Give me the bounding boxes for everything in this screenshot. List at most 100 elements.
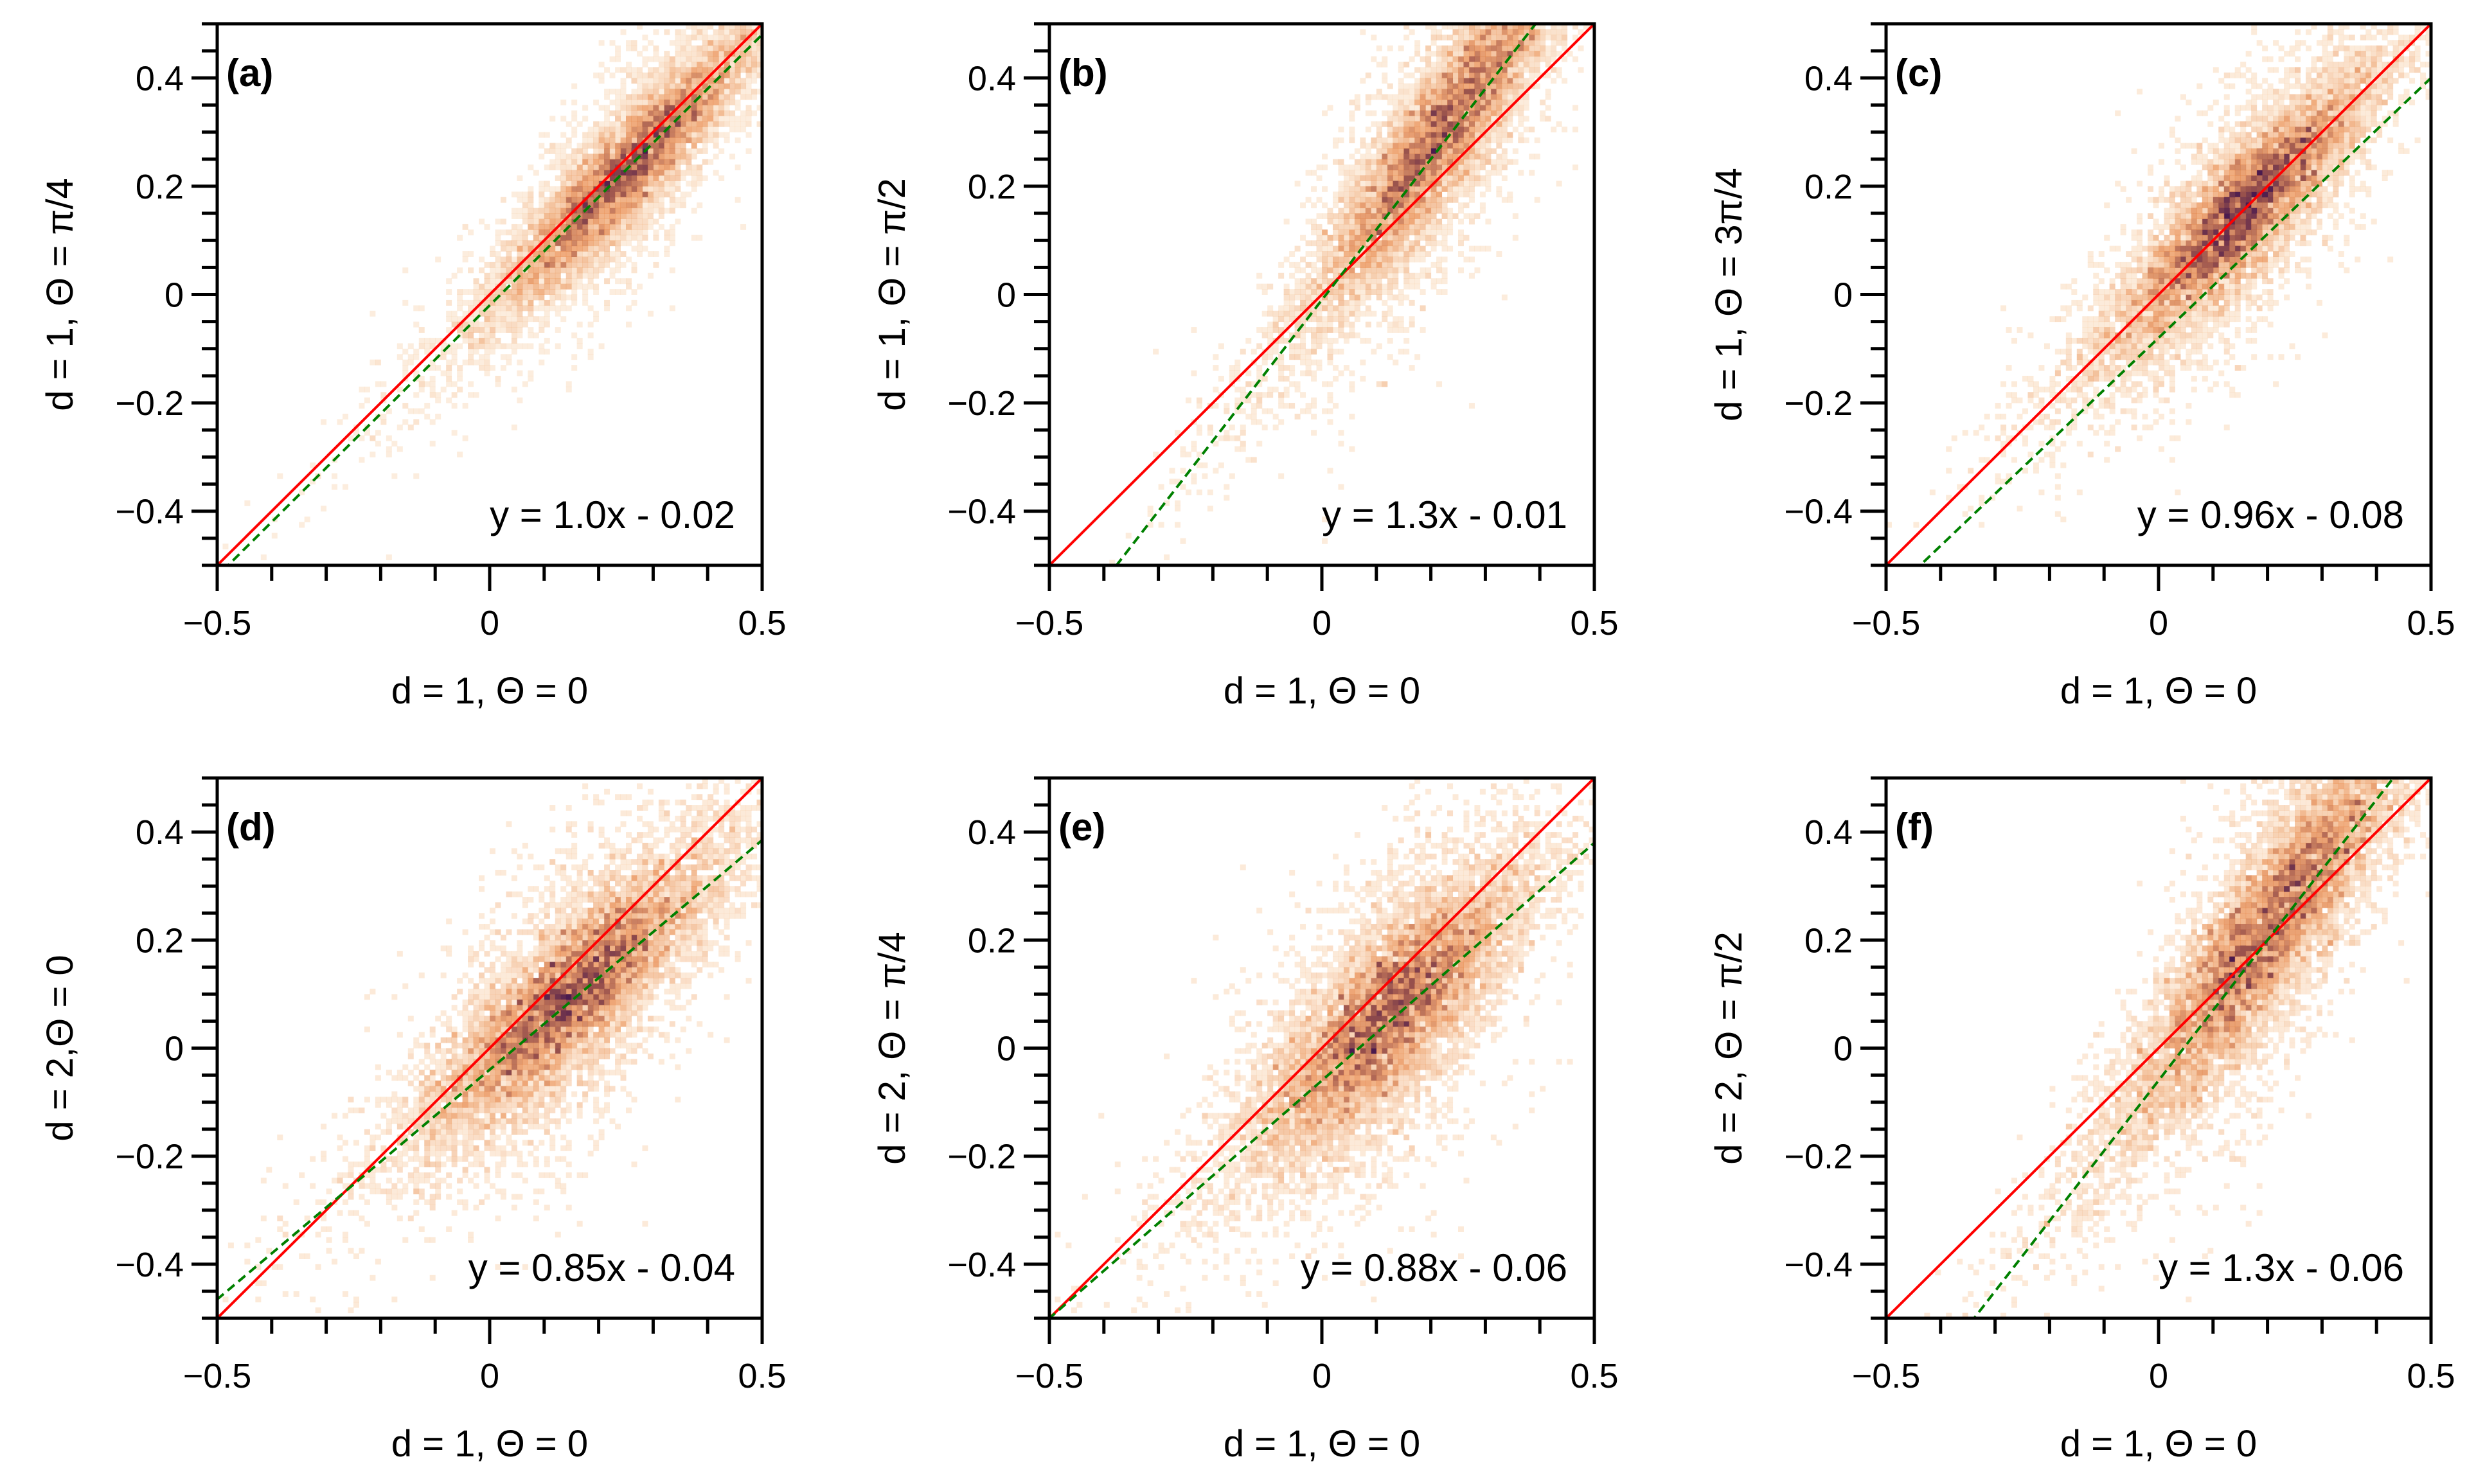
heatmap-cell xyxy=(2115,386,2121,393)
heatmap-cell xyxy=(636,94,643,100)
heatmap-cell xyxy=(1332,272,1339,279)
heatmap-cell xyxy=(1322,186,1328,192)
heatmap-cell xyxy=(1409,251,1415,257)
heatmap-cell xyxy=(490,348,495,355)
heatmap-cell xyxy=(2344,164,2350,171)
heatmap-cell xyxy=(735,197,741,203)
heatmap-cell xyxy=(2245,170,2252,176)
heatmap-cell xyxy=(2213,213,2219,219)
heatmap-cell xyxy=(636,137,643,143)
heatmap-cell xyxy=(1572,164,1579,171)
heatmap-cell xyxy=(2115,348,2121,355)
heatmap-cell xyxy=(1387,100,1393,105)
heatmap-cell xyxy=(1463,100,1470,105)
heatmap-cell xyxy=(1365,272,1371,279)
heatmap-cell xyxy=(740,45,747,51)
heatmap-cell xyxy=(2142,327,2148,333)
heatmap-cell xyxy=(680,110,686,116)
heatmap-cell xyxy=(555,294,561,301)
heatmap-cell xyxy=(2164,278,2170,285)
heatmap-cell xyxy=(2196,224,2203,230)
heatmap-cell xyxy=(2175,354,2181,360)
heatmap-cell xyxy=(1349,310,1355,317)
heatmap-cell xyxy=(718,72,725,78)
heatmap-cell xyxy=(2202,256,2208,263)
heatmap-cell xyxy=(636,234,643,241)
heatmap-cell xyxy=(2295,218,2301,225)
heatmap-cell xyxy=(2207,272,2214,279)
heatmap-cell xyxy=(2218,218,2225,225)
heatmap-cell xyxy=(413,408,420,414)
heatmap-cell xyxy=(1349,413,1355,420)
heatmap-cell xyxy=(402,267,409,274)
heatmap-cell xyxy=(2175,261,2181,268)
heatmap-cell xyxy=(2131,397,2137,403)
heatmap-cell xyxy=(2289,170,2295,176)
heatmap-cell xyxy=(1578,45,1584,51)
heatmap-cell xyxy=(1512,110,1519,116)
heatmap-cell xyxy=(1463,256,1470,263)
heatmap-cell xyxy=(1196,430,1202,436)
heatmap-cell xyxy=(1311,278,1317,285)
heatmap-cell xyxy=(647,116,654,122)
heatmap-cell xyxy=(1322,299,1328,306)
heatmap-cell xyxy=(2262,78,2268,84)
heatmap-cell xyxy=(479,283,485,290)
heatmap-cell xyxy=(2223,229,2230,236)
heatmap-cell xyxy=(653,229,659,236)
heatmap-cell xyxy=(2234,251,2241,257)
heatmap-cell xyxy=(2240,170,2247,176)
heatmap-cell xyxy=(484,348,490,355)
heatmap-cell xyxy=(1283,310,1290,317)
heatmap-cell xyxy=(1551,34,1557,40)
heatmap-cell xyxy=(2333,51,2339,57)
heatmap-cell xyxy=(1158,484,1164,490)
x-tick-label: −0.5 xyxy=(183,604,252,642)
heatmap-cell xyxy=(751,78,758,84)
heatmap-cell xyxy=(598,132,605,138)
heatmap-cell xyxy=(1474,181,1481,187)
heatmap-cell xyxy=(2109,343,2115,349)
heatmap-cell xyxy=(1371,289,1377,295)
heatmap-cell xyxy=(2164,245,2170,252)
heatmap-cell xyxy=(735,51,741,57)
heatmap-cell xyxy=(702,105,708,111)
heatmap-cell xyxy=(1322,408,1328,414)
heatmap-cell xyxy=(533,208,539,214)
heatmap-cell xyxy=(1332,234,1339,241)
heatmap-cell xyxy=(691,154,697,160)
heatmap-cell xyxy=(1371,186,1377,192)
heatmap-cell xyxy=(517,208,523,214)
heatmap-cell xyxy=(539,208,545,214)
heatmap-cell xyxy=(566,202,572,209)
heatmap-cell xyxy=(691,110,697,116)
heatmap-cell xyxy=(1430,186,1437,192)
heatmap-cell xyxy=(407,359,414,366)
heatmap-cell xyxy=(1414,105,1421,111)
heatmap-cell xyxy=(620,278,627,285)
heatmap-cell xyxy=(669,62,675,67)
heatmap-cell xyxy=(1436,143,1443,149)
heatmap-cell xyxy=(642,181,648,187)
heatmap-cell xyxy=(555,218,561,225)
heatmap-cell xyxy=(1512,34,1519,40)
heatmap-cell xyxy=(1403,229,1410,236)
heatmap-cell xyxy=(1452,191,1459,198)
heatmap-cell xyxy=(740,51,747,57)
heatmap-cell xyxy=(598,251,605,257)
heatmap-cell xyxy=(1501,29,1508,35)
heatmap-cell xyxy=(593,72,600,78)
heatmap-cell xyxy=(1316,310,1323,317)
heatmap-cell xyxy=(1387,191,1393,198)
heatmap-cell xyxy=(2245,100,2252,105)
heatmap-cell xyxy=(1371,251,1377,257)
heatmap-cell xyxy=(1376,159,1382,165)
heatmap-cell xyxy=(1283,294,1290,301)
heatmap-cell xyxy=(1387,175,1393,181)
heatmap-cell xyxy=(2240,175,2247,181)
heatmap-cell xyxy=(1441,164,1448,171)
heatmap-cell xyxy=(544,310,550,317)
heatmap-cell xyxy=(691,105,697,111)
heatmap-cell xyxy=(647,202,654,209)
heatmap-cell xyxy=(1409,127,1415,133)
